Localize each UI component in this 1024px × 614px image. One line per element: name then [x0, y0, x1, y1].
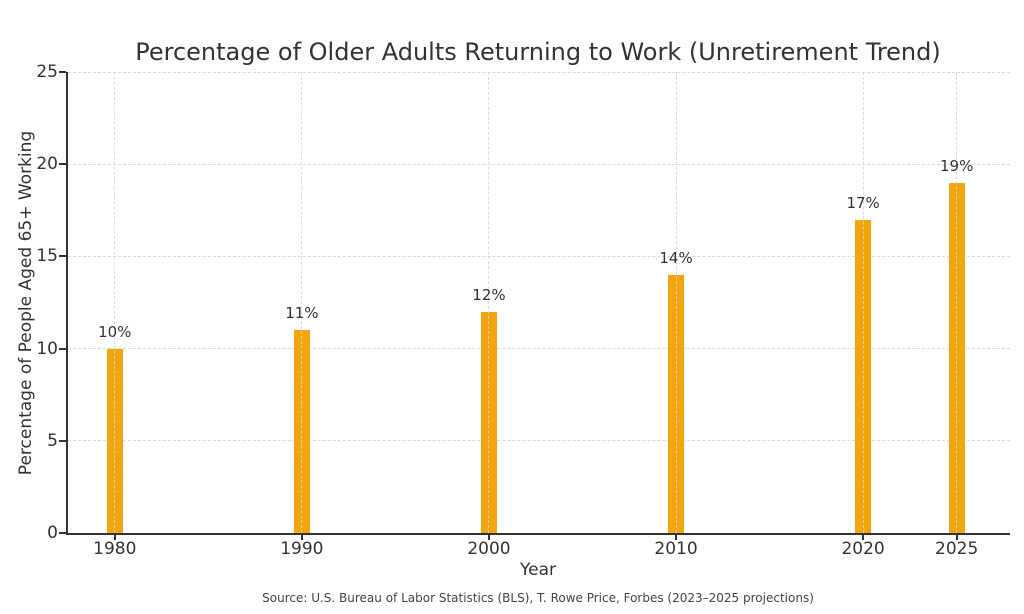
gridline-h-5: [68, 440, 1010, 442]
x-tickmark-2000: [487, 535, 490, 540]
x-tickmark-2020: [862, 535, 865, 540]
y-tick-15: 15: [36, 246, 58, 267]
gridline-v-1980: [114, 72, 116, 533]
x-tickmark-2010: [675, 535, 678, 540]
gridline-v-1990: [301, 72, 303, 533]
x-axis-label: Year: [520, 560, 556, 580]
y-tickmark-25: [59, 71, 66, 73]
y-tickmark-15: [59, 255, 66, 258]
y-tickmark-20: [59, 163, 66, 166]
y-tick-10: 10: [36, 338, 58, 359]
x-tickmark-1980: [113, 535, 116, 540]
y-tickmark-10: [59, 347, 66, 350]
bar-label-2020: 17%: [846, 193, 880, 212]
x-tickmark-1990: [300, 535, 303, 540]
gridline-h-10: [68, 348, 1010, 350]
gridline-h-15: [68, 255, 1010, 257]
y-tick-20: 20: [36, 154, 58, 175]
chart-title: Percentage of Older Adults Returning to …: [135, 38, 941, 66]
y-tick-0: 0: [47, 523, 58, 543]
gridline-h-20: [68, 163, 1010, 165]
x-tick-1980: 1980: [93, 539, 137, 559]
x-tick-2010: 2010: [654, 539, 698, 559]
y-axis-label: Percentage of People Aged 65+ Working: [16, 130, 36, 476]
source-note: Source: U.S. Bureau of Labor Statistics …: [262, 591, 814, 605]
bar-label-2010: 14%: [659, 248, 693, 267]
bar-label-1980: 10%: [98, 322, 132, 341]
x-tick-2020: 2020: [841, 539, 885, 559]
x-tick-2000: 2000: [467, 539, 511, 559]
y-tick-25: 25: [36, 62, 58, 82]
bar-label-1990: 11%: [285, 304, 319, 323]
y-tickmark-5: [59, 439, 66, 442]
gridline-h-25: [68, 71, 1010, 73]
gridline-v-2000: [488, 72, 490, 533]
gridline-v-2025: [956, 72, 958, 533]
y-tick-5: 5: [47, 430, 58, 451]
y-tickmark-0: [59, 532, 66, 534]
gridline-v-2010: [675, 72, 677, 533]
gridline-v-2020: [862, 72, 864, 533]
x-tickmark-2025: [955, 535, 958, 540]
x-tick-2025: 2025: [935, 539, 979, 559]
x-tick-1990: 1990: [280, 539, 324, 559]
plot-area: 10% 11% 12% 14% 17% 19%: [66, 71, 1010, 535]
bar-label-2025: 19%: [940, 156, 974, 175]
bar-label-2000: 12%: [472, 285, 506, 304]
